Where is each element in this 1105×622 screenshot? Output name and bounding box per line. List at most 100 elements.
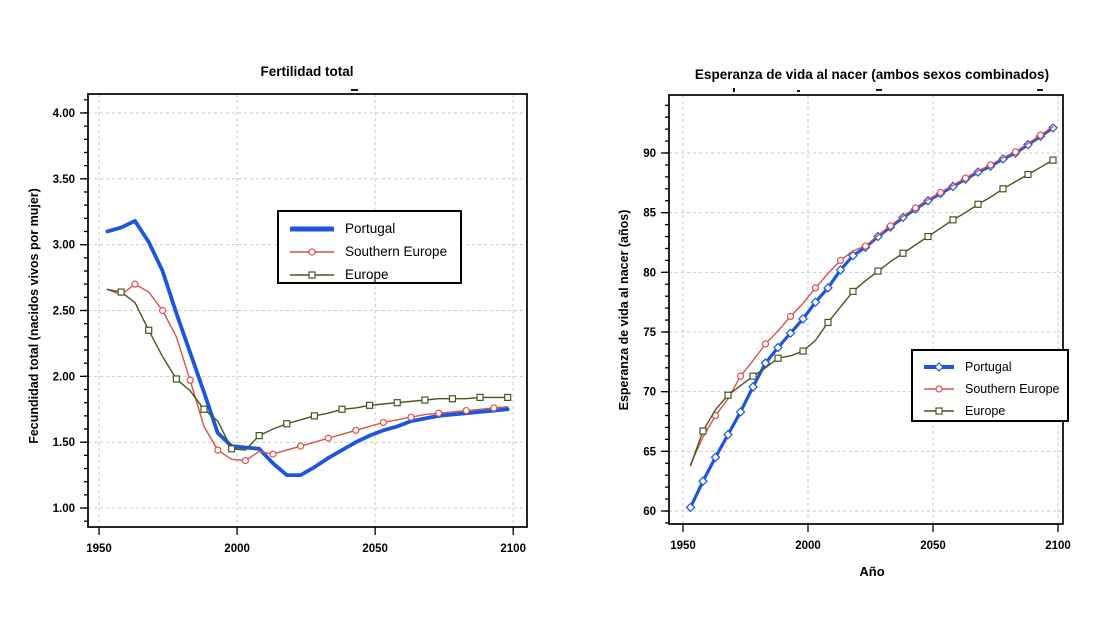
circle-marker — [786, 312, 795, 321]
legend-label: Southern Europe — [345, 244, 448, 259]
circle-marker — [158, 306, 167, 315]
legend-item-portugal: Portugal — [913, 356, 1067, 378]
y-tick-label: 2.50 — [53, 306, 75, 318]
legend-item-europe: Europe — [913, 400, 1067, 422]
fertility-chart-title: Fertilidad total — [260, 64, 354, 79]
legend-sample-portugal — [290, 226, 334, 231]
life-expectancy-y-axis-label: Esperanza de vida al nacer (años) — [617, 209, 631, 411]
y-tick-label: 65 — [643, 446, 656, 458]
circle-marker — [131, 280, 139, 288]
circle-marker — [886, 222, 895, 230]
circle-marker — [736, 372, 745, 380]
diamond-marker — [773, 342, 783, 353]
fertility-y-axis-label: Fecundidad total (nacidos vivos por muje… — [27, 188, 41, 444]
circle-marker — [241, 457, 249, 465]
square-marker — [999, 185, 1007, 193]
x-tick-label: 2050 — [362, 543, 388, 555]
square-marker — [476, 393, 484, 402]
plot-border — [668, 94, 1064, 525]
clipped-text-artifact — [876, 89, 882, 91]
circle-marker — [296, 442, 305, 450]
y-tick-label: 1.00 — [53, 503, 75, 515]
legend-item-southern-europe: Southern Europe — [279, 240, 460, 263]
clipped-text-artifact — [1037, 89, 1043, 91]
legend-label: Portugal — [345, 221, 396, 236]
circle-marker — [1036, 131, 1045, 139]
fertility-legend: Portugal Southern Europe Europe — [277, 210, 462, 284]
circle-marker — [324, 434, 332, 442]
circle-marker — [269, 450, 277, 458]
x-tick-label: 2000 — [795, 540, 821, 552]
square-marker — [308, 270, 316, 279]
diamond-marker — [1048, 123, 1058, 133]
square-marker — [338, 405, 346, 413]
x-tick-label: 1950 — [670, 540, 696, 552]
y-tick-label: 2.00 — [53, 371, 75, 383]
circle-marker — [761, 340, 770, 348]
y-tick-label: 1.50 — [53, 437, 75, 449]
legend-item-portugal: Portugal — [279, 217, 460, 240]
square-marker — [724, 391, 732, 399]
y-tick-label: 3.00 — [53, 240, 75, 252]
diamond-marker — [785, 328, 796, 339]
square-marker — [366, 401, 374, 409]
diamond-marker — [810, 297, 821, 308]
square-marker — [699, 427, 707, 435]
square-marker — [255, 432, 263, 440]
x-tick-label: 2100 — [500, 543, 526, 555]
clipped-text-artifact — [733, 88, 735, 92]
y-tick-label: 4.00 — [53, 108, 75, 120]
legend-label: Europe — [345, 267, 389, 282]
circle-marker — [911, 204, 920, 212]
square-marker — [117, 288, 125, 296]
legend-sample-southern-europe — [924, 385, 954, 393]
circle-marker — [935, 385, 943, 393]
square-marker — [393, 399, 401, 407]
diamond-marker — [735, 407, 746, 417]
circle-marker — [435, 409, 443, 417]
diamond-marker — [848, 250, 858, 261]
diamond-marker — [685, 502, 696, 513]
circle-marker — [861, 242, 870, 250]
life-expectancy-x-axis-label: Año — [859, 564, 885, 579]
legend-item-europe: Europe — [279, 263, 460, 286]
square-marker — [172, 375, 180, 383]
diamond-marker — [934, 362, 944, 372]
square-marker — [799, 347, 807, 355]
diamond-marker — [710, 452, 721, 463]
square-marker — [1049, 156, 1057, 164]
diamond-marker — [873, 231, 883, 242]
square-marker — [421, 396, 429, 404]
circle-marker — [836, 256, 845, 264]
circle-marker — [379, 418, 388, 427]
circle-marker — [811, 284, 820, 292]
legend-sample-europe — [924, 407, 954, 415]
y-tick-label: 90 — [643, 148, 656, 160]
series-line-portugal — [688, 126, 1055, 510]
legend-label: Southern Europe — [965, 382, 1060, 396]
square-marker — [227, 445, 236, 453]
x-tick-label: 1950 — [86, 543, 112, 555]
series-line-europe — [106, 288, 509, 451]
circle-marker — [961, 174, 970, 182]
x-tick-label: 2050 — [920, 540, 946, 552]
legend-sample-portugal — [924, 362, 954, 372]
x-tick-label: 2000 — [224, 543, 250, 555]
diamond-marker — [1023, 139, 1033, 150]
y-tick-label: 70 — [643, 387, 656, 399]
legend-label: Europe — [965, 404, 1006, 418]
square-marker — [949, 216, 957, 224]
circle-marker — [986, 161, 995, 169]
circle-marker — [407, 413, 415, 421]
square-marker — [774, 354, 782, 362]
x-tick-label: 2100 — [1045, 540, 1071, 552]
y-tick-label: 80 — [643, 267, 656, 279]
square-marker — [1024, 170, 1032, 179]
circle-marker — [490, 404, 498, 412]
square-marker — [924, 232, 932, 241]
square-marker — [874, 267, 882, 275]
diamond-marker — [698, 476, 708, 487]
circle-marker — [308, 247, 316, 256]
diamond-marker — [898, 212, 908, 223]
